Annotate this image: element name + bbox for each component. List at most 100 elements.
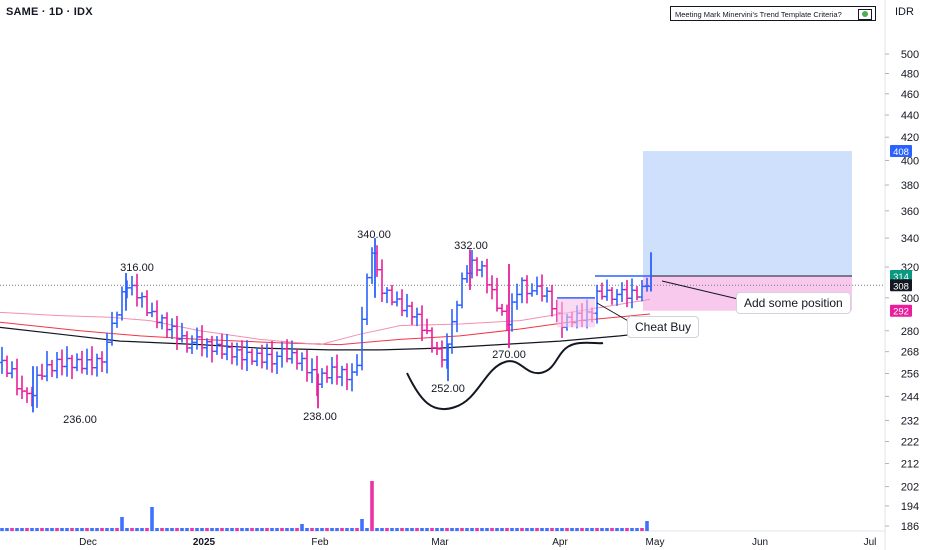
volume-bar [150, 507, 154, 531]
volume-bar [220, 528, 224, 531]
y-tick-label: 268 [901, 347, 919, 359]
ma-mid-line [0, 313, 651, 346]
criteria-label: Meeting Mark Minervini's Trend Template … [675, 10, 842, 19]
volume-bar [430, 528, 434, 531]
symbol-title[interactable]: SAME · 1D · IDX [6, 6, 93, 18]
volume-bar [420, 528, 424, 531]
volume-bar [315, 528, 319, 531]
price-badge [890, 145, 912, 158]
volume-bar [70, 528, 74, 531]
volume-bar [640, 528, 644, 531]
y-tick-label: 202 [901, 482, 919, 494]
volume-bar [390, 528, 394, 531]
volume-bar [435, 528, 439, 531]
volume-bar [130, 528, 134, 531]
trend-template-indicator[interactable]: Meeting Mark Minervini's Trend Template … [670, 6, 876, 21]
volume-bar [530, 528, 534, 531]
volume-bar [340, 528, 344, 531]
price-badge [890, 270, 912, 283]
x-tick-label: Feb [311, 537, 329, 548]
volume-bar [260, 528, 264, 531]
volume-bar [235, 528, 239, 531]
volume-bar [510, 528, 514, 531]
volume-bar [60, 528, 64, 531]
volume-bar [560, 528, 564, 531]
volume-bar [595, 528, 599, 531]
volume-bar [320, 528, 324, 531]
pivot-price-label: 236.00 [63, 414, 97, 426]
volume-bar [455, 528, 459, 531]
volume-bar [620, 528, 624, 531]
volume-bar [250, 528, 254, 531]
volume-bar [255, 528, 259, 531]
volume-bar [350, 528, 354, 531]
volume-bar [470, 528, 474, 531]
volume-bar [80, 528, 84, 531]
volume-bar [280, 528, 284, 531]
volume-bar [415, 528, 419, 531]
volume-bar [55, 528, 59, 531]
volume-bar [380, 528, 384, 531]
volume-bar [480, 528, 484, 531]
volume-bar [310, 528, 314, 531]
volume-bar [85, 528, 89, 531]
y-tick-label: 300 [901, 293, 919, 305]
volume-bar [325, 528, 329, 531]
volume-bar [175, 528, 179, 531]
volume-bar [490, 528, 494, 531]
volume-bar [20, 528, 24, 531]
y-tick-label: 460 [901, 89, 919, 101]
volume-bar [170, 528, 174, 531]
pivot-price-label: 252.00 [431, 383, 465, 395]
volume-bar [590, 528, 594, 531]
volume-bar [575, 528, 579, 531]
y-tick-label: 340 [901, 233, 919, 245]
volume-bar [245, 528, 249, 531]
volume-bar [265, 528, 269, 531]
volume-bar [135, 528, 139, 531]
volume-bar [90, 528, 94, 531]
y-tick-label: 440 [901, 110, 919, 122]
cheat-buy-callout[interactable]: Cheat Buy [627, 316, 700, 338]
volume-bar [225, 528, 229, 531]
volume-bar [645, 521, 649, 531]
volume-bar [30, 528, 34, 531]
volume-bar [75, 528, 79, 531]
volume-bar [160, 528, 164, 531]
y-tick-label: 186 [901, 521, 919, 533]
y-tick-label: 232 [901, 416, 919, 428]
volume-bar [410, 528, 414, 531]
volume-bar [485, 528, 489, 531]
price-badge [890, 279, 912, 292]
y-tick-label: 194 [901, 501, 919, 513]
price-badge-label: 314 [893, 272, 909, 283]
volume-bar [105, 528, 109, 531]
cheat-buy-box [557, 297, 595, 328]
volume-bar [445, 528, 449, 531]
volume-bar [375, 528, 379, 531]
volume-bar [165, 528, 169, 531]
volume-bar [440, 528, 444, 531]
volume-bar [125, 528, 129, 531]
volume-bar [625, 528, 629, 531]
x-tick-label: 2025 [193, 537, 216, 548]
x-tick-label: May [646, 537, 665, 548]
ma-long-line [0, 326, 651, 351]
y-tick-label: 380 [901, 180, 919, 192]
volume-bar [355, 528, 359, 531]
volume-bar [95, 528, 99, 531]
volume-bar [610, 528, 614, 531]
volume-bar [615, 528, 619, 531]
pivot-price-label: 332.00 [454, 240, 488, 252]
x-tick-label: Dec [79, 537, 97, 548]
volume-bar [15, 528, 19, 531]
y-tick-label: 360 [901, 206, 919, 218]
volume-bar [275, 528, 279, 531]
add-position-callout[interactable]: Add some position [736, 292, 851, 314]
volume-bar [215, 528, 219, 531]
volume-bar [580, 528, 584, 531]
volume-bar [120, 517, 124, 531]
x-tick-label: Jun [752, 537, 768, 548]
volume-bar [285, 528, 289, 531]
